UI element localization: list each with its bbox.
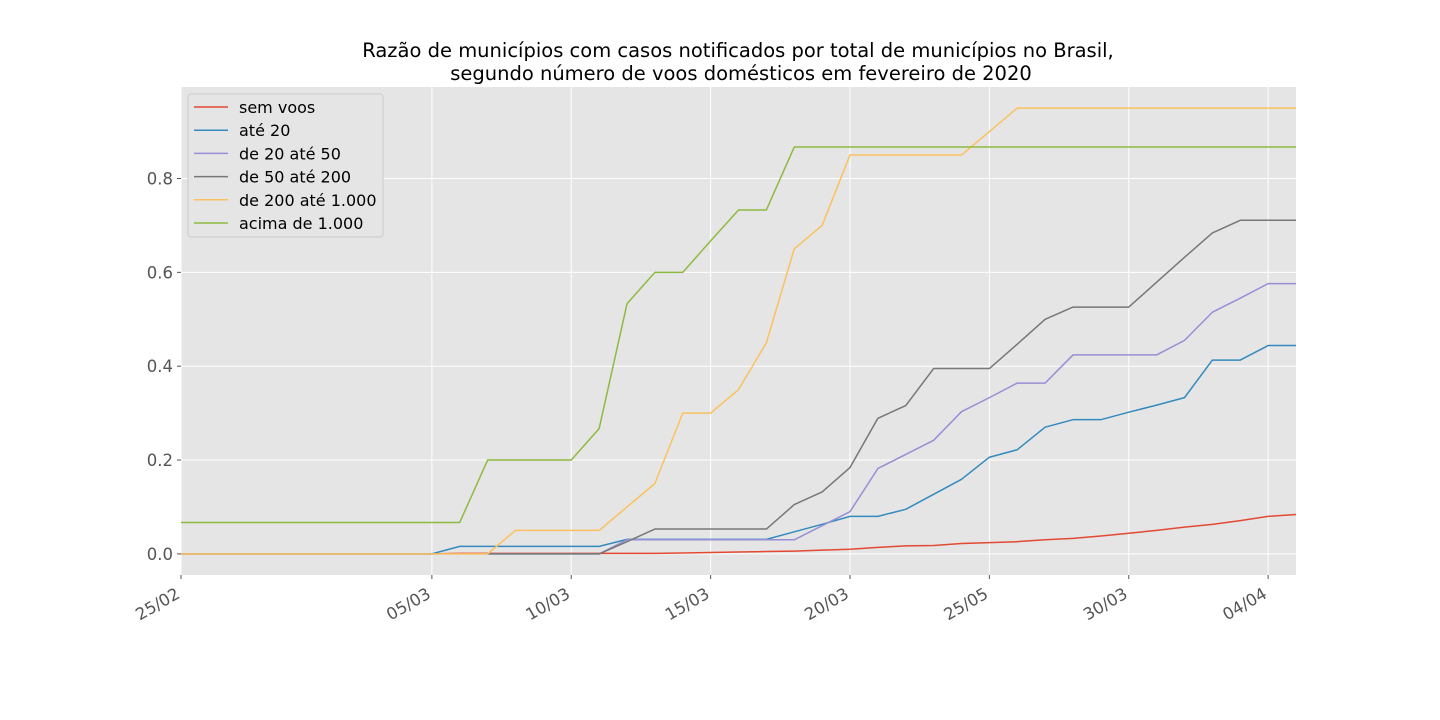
legend: sem voos até 20 de 20 até 50 de 50 até 200 d… [187, 93, 384, 238]
x-tick-label: 25/02 [132, 584, 183, 624]
legend-label: até 20 [239, 121, 290, 140]
y-tick-label: 0.4 [147, 357, 173, 376]
legend-label: de 20 até 50 [239, 144, 341, 163]
legend-label: acima de 1.000 [239, 214, 363, 233]
legend-label: sem voos [239, 98, 315, 117]
series-lines [181, 107, 1297, 555]
series-line-5 [181, 146, 1296, 524]
y-tick-label: 0.0 [147, 545, 173, 564]
x-axis-ticks: 25/02 05/03 10/03 15/03 20/03 25/05 30/03 04/04 [132, 575, 1270, 624]
y-tick-label: 0.8 [147, 170, 173, 189]
x-tick-label: 05/03 [383, 584, 434, 624]
y-tick-label: 0.6 [147, 263, 173, 282]
chart-title-line-2: segundo número de voos domésticos em fev… [450, 62, 1032, 85]
y-axis-ticks: 0.0 0.2 0.4 0.6 0.8 [147, 170, 181, 564]
x-tick-label: 30/03 [1080, 584, 1131, 624]
x-tick-label: 15/03 [662, 584, 713, 624]
series-line-4 [181, 107, 1296, 555]
legend-label: de 50 até 200 [239, 168, 351, 187]
x-tick-label: 25/05 [941, 584, 992, 624]
legend-box [187, 93, 384, 238]
chart-title-line-1: Razão de municípios com casos notificado… [362, 39, 1114, 62]
x-tick-label: 10/03 [523, 584, 574, 624]
legend-label: de 200 até 1.000 [239, 191, 377, 210]
series-line-2 [487, 282, 1296, 555]
x-tick-label: 04/04 [1219, 584, 1270, 624]
series-line-3 [487, 219, 1296, 555]
y-tick-label: 0.2 [147, 451, 173, 470]
x-tick-label: 20/03 [801, 584, 852, 624]
